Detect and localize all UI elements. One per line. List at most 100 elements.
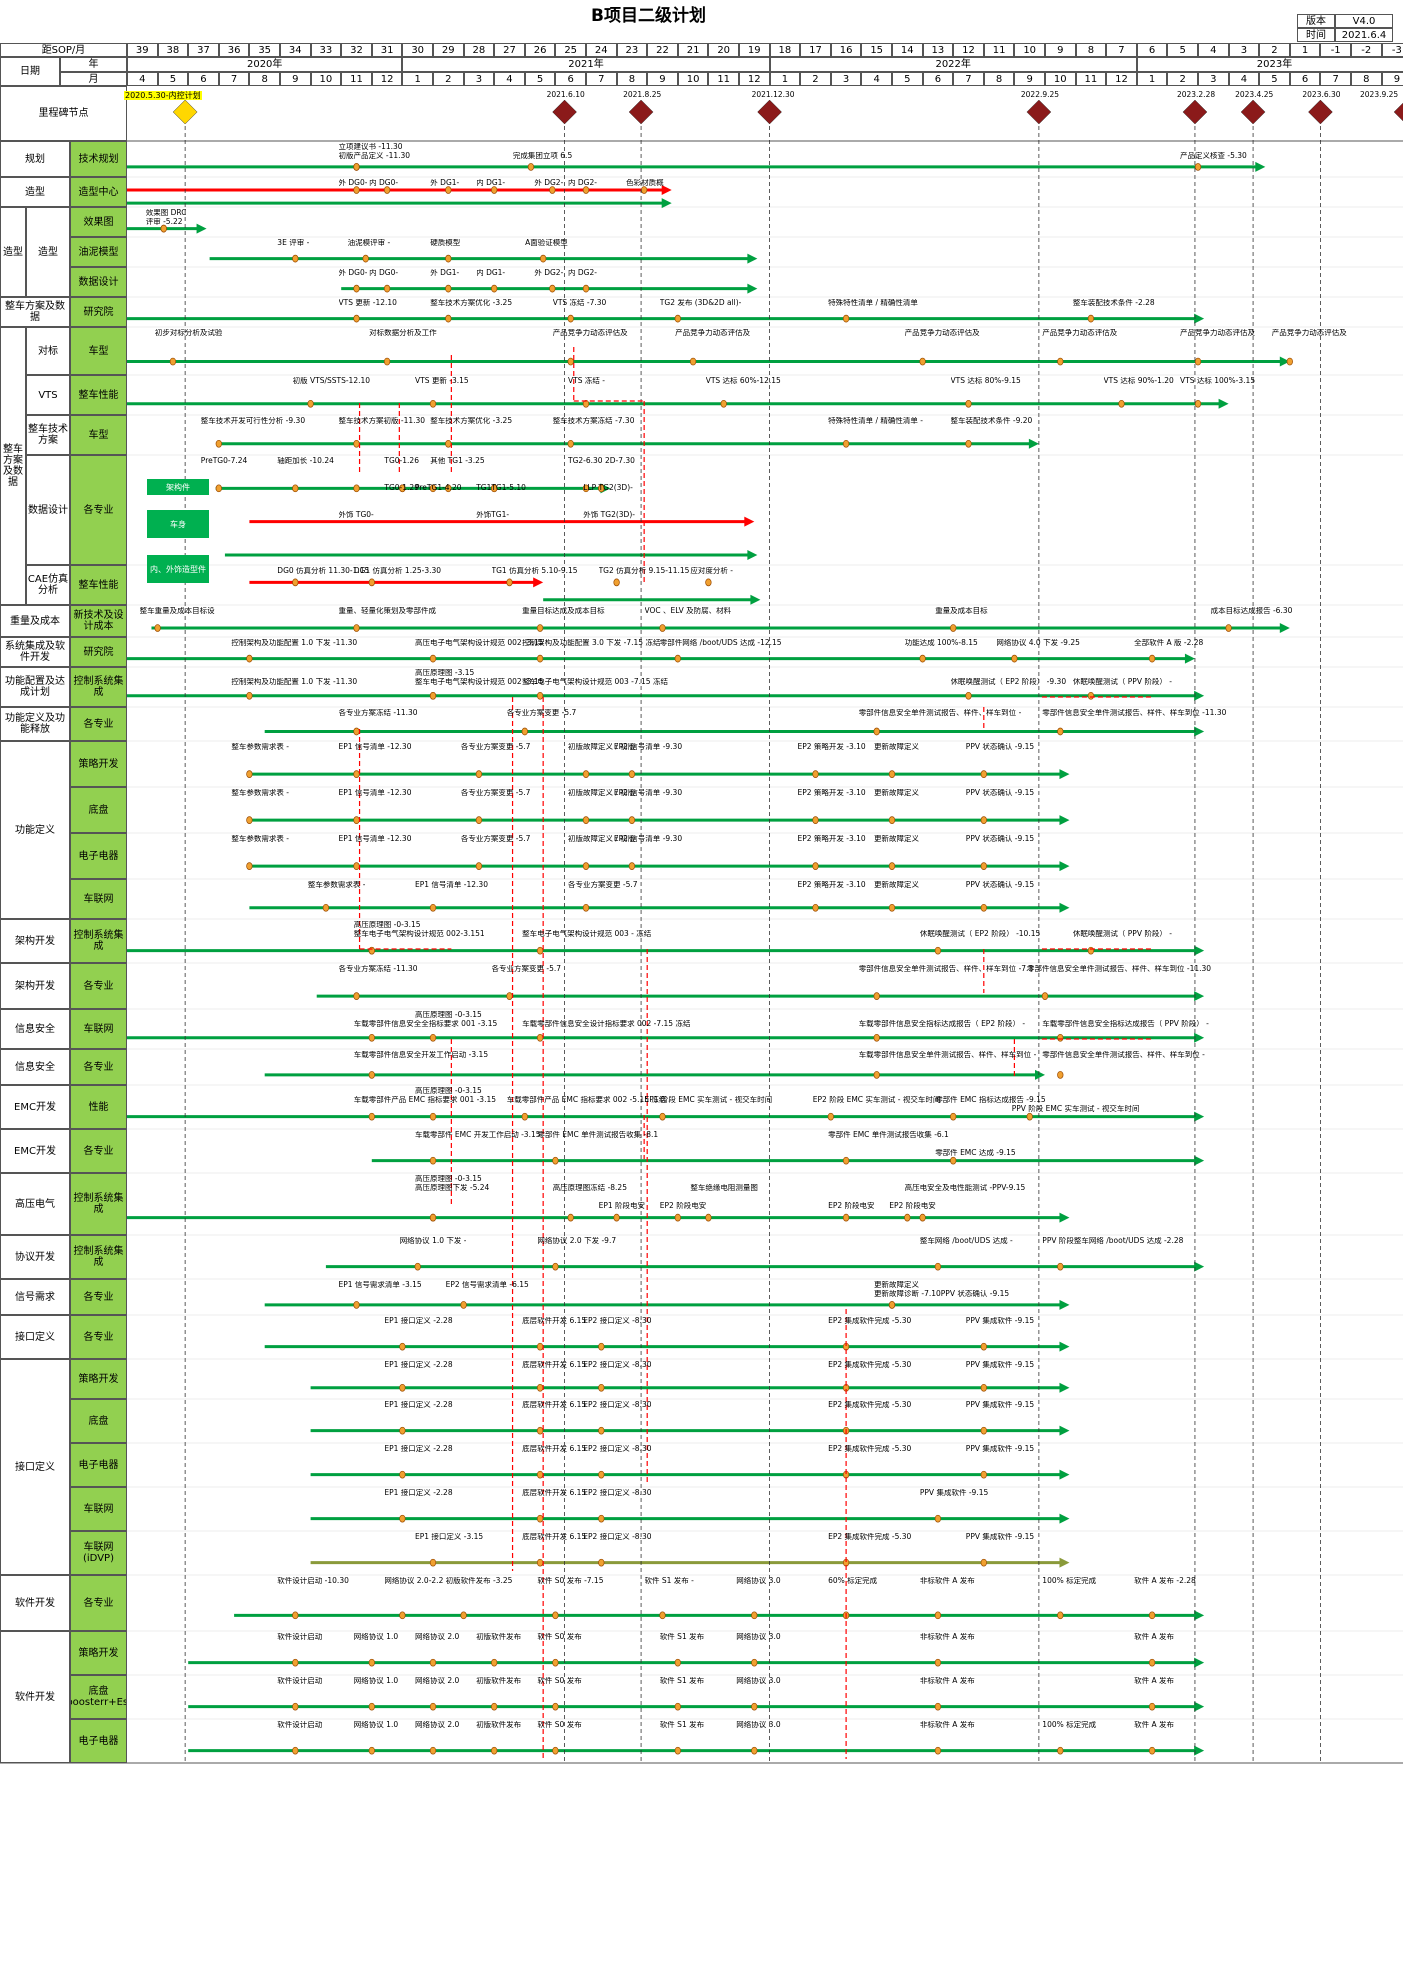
task-annotation: 软件 S0 发布 bbox=[537, 1677, 582, 1685]
month-cell: 7 bbox=[953, 72, 984, 86]
task-annotation: 零部件信息安全单件测试报告、样件、样车到位 -7.3 bbox=[858, 965, 1034, 973]
task-annotation: EP2 策略开发 -3.10 bbox=[797, 881, 866, 889]
milestone-marker bbox=[521, 1112, 528, 1121]
task-annotation: 更新故障定义 bbox=[874, 743, 919, 751]
date-label: 日期 bbox=[0, 57, 60, 86]
legend-arch: 架构件 bbox=[147, 479, 209, 495]
task-annotation: 应对度分析 - bbox=[690, 567, 733, 575]
task-annotation: 网络协议 2.0 bbox=[415, 1677, 460, 1685]
milestone-marker bbox=[1057, 1746, 1064, 1755]
task-annotation: 网络协议 2.0 bbox=[415, 1721, 460, 1729]
milestone-marker bbox=[965, 399, 972, 408]
milestone-marker bbox=[552, 1262, 559, 1271]
milestone-marker bbox=[598, 484, 605, 493]
sop-month-cell: 37 bbox=[188, 43, 219, 57]
task-bar-arrow bbox=[1059, 1469, 1070, 1480]
milestone-marker bbox=[689, 357, 697, 366]
task-annotation: 零部件网络 /boot/UDS 达成 -12.15 bbox=[659, 639, 782, 647]
task-bar-arrow bbox=[1194, 1032, 1205, 1043]
milestone-marker bbox=[491, 1702, 498, 1711]
task-annotation: 初版软件发布 bbox=[476, 1721, 522, 1729]
task-annotation: EP1 阶段电安 bbox=[598, 1202, 646, 1210]
milestone-marker bbox=[353, 992, 360, 1000]
task-annotation: 更新故障定义 bbox=[874, 789, 919, 797]
task-annotation: 各专业方案变更 -5.7 bbox=[460, 789, 531, 797]
milestone-marker bbox=[567, 357, 574, 366]
task-annotation: 零部件信息安全单件测试报告、样件、样车到位 - bbox=[858, 709, 1022, 717]
milestone-note: 2020.5.30-内控计划 bbox=[124, 91, 202, 100]
task-annotation: 初步对标分析及试验 bbox=[154, 329, 223, 337]
year-cell: 2023年 bbox=[1136, 57, 1403, 72]
month-cell: 4 bbox=[861, 72, 892, 86]
sop-month-cell: 31 bbox=[371, 43, 403, 57]
task-annotation: 完成集团立项 6.5 bbox=[512, 152, 573, 160]
milestone-marker bbox=[919, 654, 926, 663]
milestone-marker bbox=[628, 862, 636, 870]
milestone-marker bbox=[292, 1658, 299, 1667]
task-annotation: TG1TG1-5.10 bbox=[476, 484, 526, 492]
month-cell: 9 bbox=[1014, 72, 1045, 86]
task-annotation: 其他 TG1 -3.25 bbox=[430, 457, 485, 465]
month-cell: 9 bbox=[280, 72, 311, 86]
milestone-marker bbox=[934, 946, 942, 955]
task-annotation: 非标软件 A 发布 bbox=[919, 1633, 975, 1641]
category-label: 信号需求 bbox=[0, 1279, 70, 1315]
month-cell: 3 bbox=[830, 72, 862, 86]
milestone-marker bbox=[353, 439, 360, 448]
milestone-marker bbox=[1148, 654, 1156, 663]
milestone-marker bbox=[720, 399, 727, 408]
task-annotation: 特殊特性清单 / 精确性清单 bbox=[828, 299, 918, 307]
milestone-marker bbox=[582, 770, 590, 778]
task-annotation: 产品竞争力动态评估及 bbox=[1271, 329, 1347, 337]
task-bar-arrow bbox=[1184, 653, 1195, 664]
month-cell: 12 bbox=[739, 72, 770, 86]
month-cell: 11 bbox=[1075, 72, 1107, 86]
task-annotation: 整车电子电气架构设计规范 003 -7.15 冻结 bbox=[522, 678, 668, 686]
row-label: 控制系统集成 bbox=[70, 1173, 127, 1235]
row-label: 控制系统集成 bbox=[70, 919, 127, 963]
milestone-marker bbox=[980, 903, 987, 912]
task-annotation: EP1 接口定义 -2.28 bbox=[384, 1401, 453, 1409]
year-cell: 2022年 bbox=[769, 57, 1137, 72]
milestone-marker bbox=[888, 862, 896, 870]
task-bar-arrow bbox=[661, 198, 672, 209]
task-annotation: 底层软件开发 6.15 bbox=[522, 1317, 587, 1325]
milestone-marker bbox=[980, 816, 987, 824]
task-bar-arrow bbox=[1059, 861, 1070, 872]
task-bar-arrow bbox=[1059, 1212, 1070, 1223]
task-annotation: TG2-6.30 2D-7.30 bbox=[568, 457, 635, 465]
milestone-marker bbox=[950, 624, 957, 632]
row-label: 研究院 bbox=[70, 637, 127, 667]
task-annotation: DG1 仿真分析 1.25-3.30 bbox=[353, 567, 442, 575]
sop-month-cell: 30 bbox=[402, 43, 433, 57]
milestone-marker bbox=[460, 1301, 467, 1309]
milestone-marker bbox=[353, 484, 360, 493]
milestone-marker bbox=[1057, 1262, 1064, 1271]
task-annotation: 高压原理图下发 -5.24 bbox=[415, 1184, 490, 1192]
milestone-marker bbox=[429, 484, 437, 493]
milestone-marker bbox=[751, 1658, 758, 1667]
milestone-marker bbox=[246, 816, 253, 824]
milestone-marker bbox=[399, 1342, 406, 1351]
task-annotation: TG2 发布 (3D&2D all)- bbox=[659, 299, 742, 307]
category-label: 协议开发 bbox=[0, 1235, 70, 1279]
milestone-marker bbox=[613, 1213, 620, 1222]
task-annotation: 外 DG1- bbox=[430, 179, 460, 187]
task-annotation: VTS 达标 80%-9.15 bbox=[950, 377, 1021, 385]
milestone-marker bbox=[582, 186, 590, 194]
task-annotation: 更新故障诊断 -7.10PPV 状态确认 -9.15 bbox=[874, 1290, 1010, 1298]
month-cell: 9 bbox=[647, 72, 678, 86]
task-bar-arrow bbox=[1059, 1382, 1070, 1393]
milestone-marker bbox=[154, 624, 161, 632]
task-annotation: EP2 信号清单 -9.30 bbox=[613, 835, 683, 843]
sop-month-cell: 13 bbox=[922, 43, 954, 57]
milestone-marker bbox=[429, 654, 437, 663]
task-annotation: A面验证模型 bbox=[525, 239, 568, 247]
milestone-marker bbox=[536, 1342, 544, 1351]
month-cell: 12 bbox=[371, 72, 403, 86]
task-annotation: VTS 达标 60%-12.15 bbox=[705, 377, 781, 385]
task-annotation: 软件设计启动 bbox=[277, 1721, 323, 1729]
month-cell: 8 bbox=[616, 72, 648, 86]
task-bar-arrow bbox=[1194, 1155, 1205, 1166]
task-annotation: 外饰TG1- bbox=[476, 511, 510, 519]
